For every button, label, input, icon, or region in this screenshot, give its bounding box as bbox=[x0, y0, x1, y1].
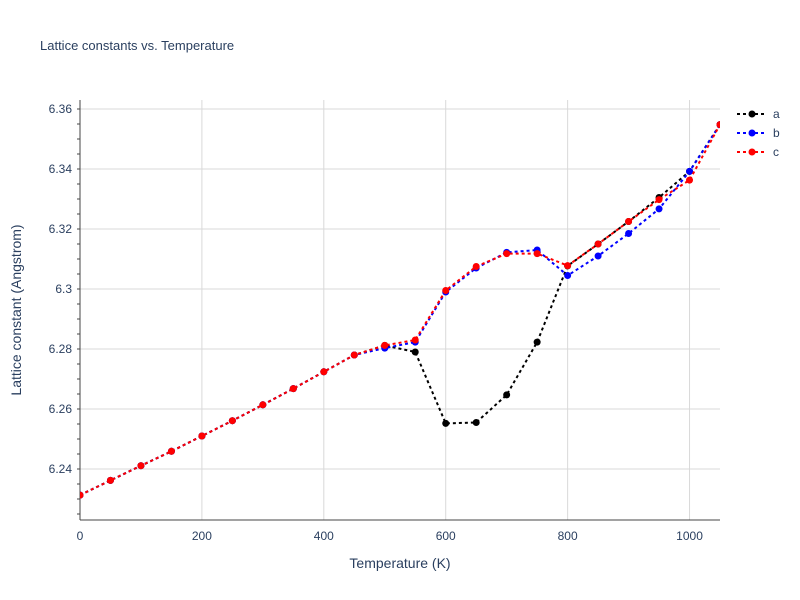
data-point-c bbox=[137, 462, 145, 470]
x-tick-label: 400 bbox=[314, 529, 334, 543]
legend-marker-c[interactable] bbox=[748, 148, 756, 156]
data-point-c bbox=[80, 491, 84, 499]
data-point-c bbox=[106, 476, 114, 484]
data-point-b bbox=[625, 230, 633, 237]
data-point-c bbox=[503, 250, 511, 258]
data-point-c bbox=[655, 196, 663, 204]
legend-label-a[interactable]: a bbox=[773, 107, 780, 121]
data-point-c bbox=[411, 336, 419, 344]
y-tick-label: 6.28 bbox=[49, 342, 73, 356]
x-tick-label: 800 bbox=[558, 529, 578, 543]
data-point-c bbox=[533, 250, 541, 258]
data-point-b bbox=[564, 272, 572, 279]
axes: 0 200 400 600 800 1000 6.24 6.26 6.28 6.3 6.32 6.34… bbox=[49, 100, 720, 543]
y-tick-label: 6.36 bbox=[49, 102, 73, 116]
series-line-a bbox=[80, 124, 720, 497]
y-tick-label: 6.32 bbox=[49, 222, 73, 236]
y-tick-label: 6.34 bbox=[49, 162, 73, 176]
legend[interactable]: abc bbox=[737, 107, 780, 159]
legend-marker-a[interactable] bbox=[748, 110, 756, 118]
data-point-c bbox=[289, 385, 297, 393]
data-point-c bbox=[167, 447, 175, 455]
series-line-b bbox=[80, 124, 720, 497]
data-point-c bbox=[625, 218, 633, 225]
data-point-c bbox=[198, 432, 206, 440]
data-point-c bbox=[564, 262, 572, 270]
data-point-c bbox=[442, 287, 450, 294]
plot-area bbox=[80, 121, 720, 499]
data-point-c bbox=[350, 351, 358, 359]
legend-label-c[interactable]: c bbox=[773, 145, 779, 159]
data-point-c bbox=[716, 121, 720, 129]
data-point-b bbox=[594, 252, 602, 260]
x-tick-label: 200 bbox=[192, 529, 212, 543]
data-point-c bbox=[381, 341, 389, 349]
data-point-a bbox=[533, 338, 541, 346]
data-point-a bbox=[503, 391, 511, 399]
x-tick-label: 600 bbox=[436, 529, 456, 543]
data-point-c bbox=[472, 263, 480, 270]
y-tick-label: 6.24 bbox=[49, 462, 73, 476]
x-tick-label: 0 bbox=[77, 529, 84, 543]
data-point-b bbox=[655, 205, 663, 213]
x-axis-title: Temperature (K) bbox=[349, 555, 450, 571]
y-tick-label: 6.26 bbox=[49, 402, 73, 416]
data-point-b bbox=[686, 167, 694, 175]
data-point-a bbox=[442, 419, 450, 427]
series-line-c bbox=[80, 124, 720, 497]
data-point-c bbox=[228, 417, 236, 425]
y-axis-title: Lattice constant (Angstrom) bbox=[8, 224, 24, 395]
data-point-c bbox=[686, 176, 694, 184]
legend-marker-b[interactable] bbox=[748, 129, 756, 137]
y-tick-label: 6.3 bbox=[55, 282, 72, 296]
data-point-c bbox=[594, 240, 602, 248]
x-tick-label: 1000 bbox=[676, 529, 703, 543]
chart-title: Lattice constants vs. Temperature bbox=[40, 38, 234, 53]
legend-label-b[interactable]: b bbox=[773, 126, 780, 140]
data-point-a bbox=[411, 348, 419, 356]
data-point-c bbox=[259, 401, 267, 409]
grid bbox=[80, 100, 720, 520]
data-point-a bbox=[472, 419, 480, 426]
data-point-c bbox=[320, 368, 328, 376]
